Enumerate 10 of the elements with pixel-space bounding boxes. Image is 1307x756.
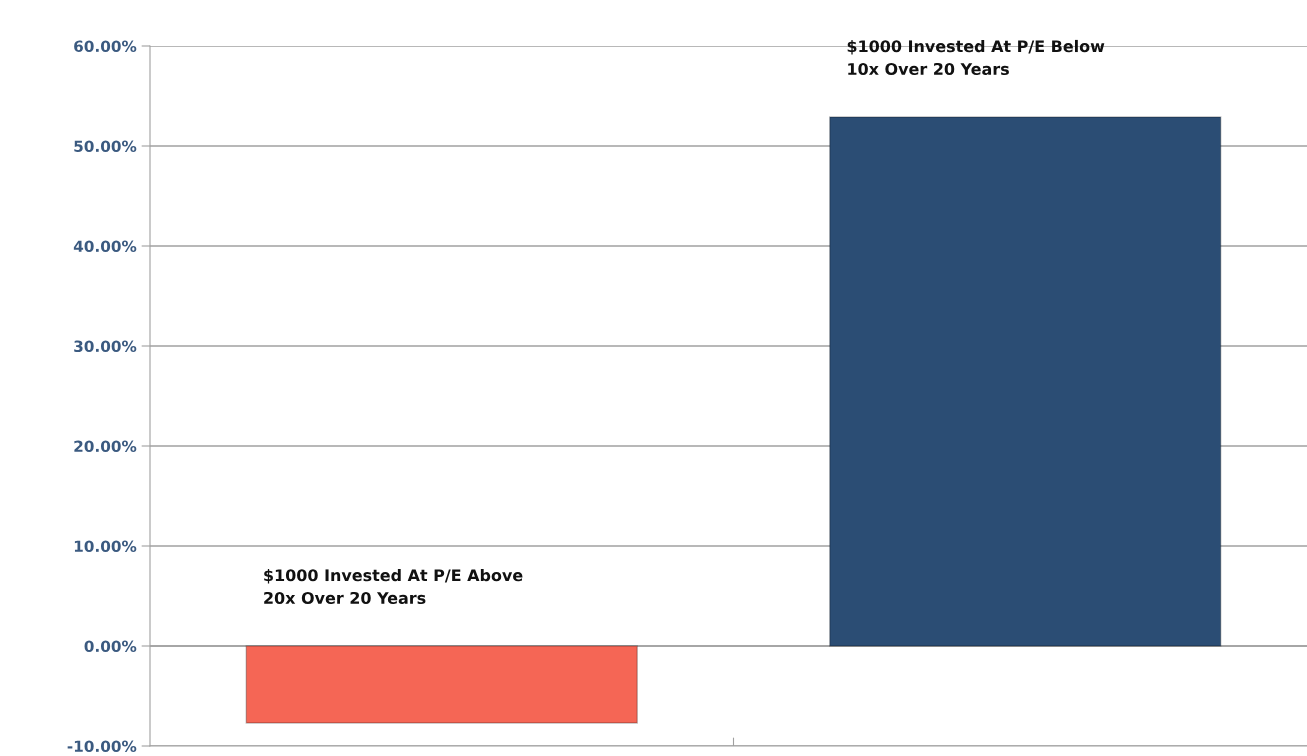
- y-tick-label: -10.00%: [67, 740, 137, 753]
- y-tick-label: 0.00%: [84, 640, 137, 653]
- y-tick-label: 10.00%: [74, 540, 137, 553]
- y-tick-label: 50.00%: [74, 140, 137, 153]
- x-tick-label: $1000 Invested At P/E Above 20x Over 20 Years: [264, 568, 523, 605]
- y-tick-label: 30.00%: [74, 340, 137, 353]
- x-tick-label: $1000 Invested At P/E Below 10x Over 20 Years: [847, 39, 1105, 76]
- y-tick-label: 40.00%: [73, 240, 137, 253]
- y-tick-label: 60.00%: [74, 40, 137, 53]
- y-tick-label: 20.00%: [74, 440, 137, 453]
